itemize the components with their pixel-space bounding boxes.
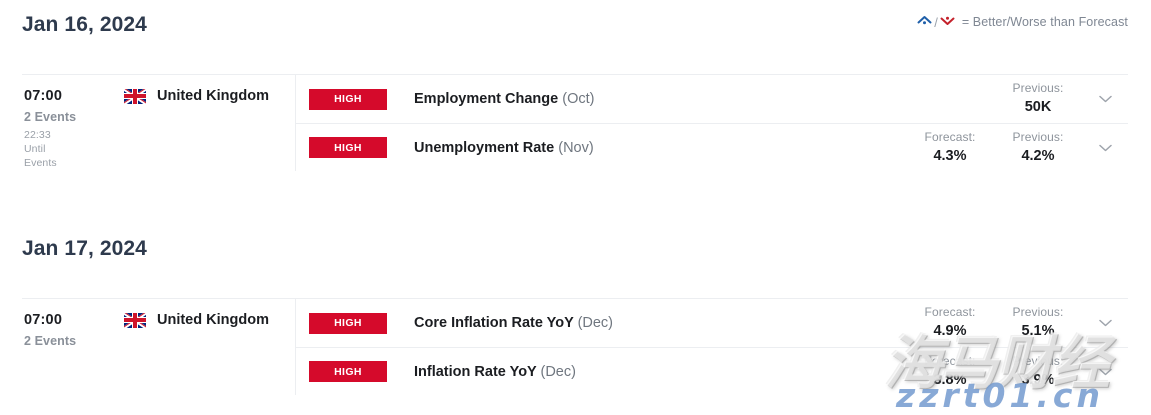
event-period: (Dec) — [540, 363, 576, 380]
previous-stat: Previous: 3.9% — [994, 354, 1082, 389]
countdown-time: 22:33 — [24, 129, 51, 141]
arrow-down-icon — [940, 14, 955, 30]
forecast-label: Forecast: — [924, 353, 976, 368]
event-stats: Forecast: 4.9% Previous: 5.1% — [906, 305, 1082, 340]
event-title: Core Inflation Rate YoY (Dec) — [387, 315, 906, 331]
forecast-label: Forecast: — [924, 305, 976, 320]
impact-badge: HIGH — [309, 361, 387, 382]
event-period: (Nov) — [558, 139, 594, 156]
event-name: Unemployment Rate — [414, 139, 555, 156]
impact-badge: HIGH — [309, 137, 387, 158]
forecast-label: Forecast: — [924, 129, 976, 144]
event-row[interactable]: HIGH Inflation Rate YoY (Dec) Forecast: … — [296, 347, 1128, 395]
forecast-value: 3.8% — [933, 371, 967, 388]
group-time: 07:00 — [24, 312, 63, 328]
forecast-stat: Forecast: 4.9% — [906, 305, 994, 340]
forecast-value: 4.9% — [933, 323, 967, 340]
previous-label: Previous: — [1012, 129, 1064, 144]
chevron-down-icon[interactable] — [1082, 368, 1128, 376]
countdown-block: 22:33 Until Events — [24, 128, 295, 170]
date-header-1: Jan 16, 2024 — [22, 13, 147, 36]
events-count: 2 Events — [24, 110, 77, 124]
previous-value: 3.9% — [1021, 371, 1055, 388]
previous-value: 50K — [1024, 99, 1052, 116]
event-row[interactable]: HIGH Unemployment Rate (Nov) Forecast: 4… — [296, 123, 1128, 171]
event-title: Inflation Rate YoY (Dec) — [387, 364, 906, 380]
event-title: Employment Change (Oct) — [387, 91, 906, 107]
previous-stat: Previous: 5.1% — [994, 305, 1082, 340]
previous-stat: Previous: 4.2% — [994, 130, 1082, 165]
legend-icon-group: / — [917, 14, 955, 30]
event-group-1: 07:00 United Kingdom 2 Events 22:33 Unti… — [22, 74, 1128, 171]
date-header-2: Jan 17, 2024 — [22, 237, 147, 260]
legend-label: = Better/Worse than Forecast — [961, 15, 1128, 29]
event-period: (Oct) — [562, 91, 595, 107]
previous-value: 5.1% — [1021, 323, 1055, 340]
previous-label: Previous: — [1012, 353, 1064, 368]
group-time: 07:00 — [24, 88, 63, 104]
event-stats: Forecast: 4.3% Previous: 4.2% — [906, 130, 1082, 165]
group-meta-2: 07:00 United Kingdom 2 Events — [22, 299, 296, 395]
previous-value: 4.2% — [1021, 147, 1055, 164]
previous-stat: Previous: 50K — [994, 81, 1082, 116]
impact-badge: HIGH — [309, 312, 387, 334]
chevron-down-icon[interactable] — [1082, 144, 1128, 152]
event-stats: Forecast: Previous: 50K — [906, 81, 1082, 116]
event-name: Employment Change — [414, 91, 559, 107]
event-name: Core Inflation Rate YoY — [414, 315, 574, 331]
previous-label: Previous: — [1012, 305, 1064, 320]
impact-badge: HIGH — [309, 88, 387, 110]
events-list-1: HIGH Employment Change (Oct) Forecast: P… — [296, 75, 1128, 171]
event-title: Unemployment Rate (Nov) — [387, 140, 906, 156]
countdown-label-events: Events — [24, 157, 57, 169]
country-name: United Kingdom — [157, 88, 269, 104]
event-name: Inflation Rate YoY — [414, 363, 537, 380]
arrow-up-icon — [917, 14, 932, 30]
event-stats: Forecast: 3.8% Previous: 3.9% — [906, 354, 1082, 389]
chevron-down-icon[interactable] — [1082, 95, 1128, 103]
events-list-2: HIGH Core Inflation Rate YoY (Dec) Forec… — [296, 299, 1128, 395]
previous-label: Previous: — [1012, 81, 1064, 96]
event-group-2: 07:00 United Kingdom 2 Events HIGH Core … — [22, 298, 1128, 395]
forecast-stat: Forecast: 4.3% — [906, 130, 994, 165]
event-row[interactable]: HIGH Employment Change (Oct) Forecast: P… — [296, 75, 1128, 123]
events-count: 2 Events — [24, 334, 77, 348]
country-name: United Kingdom — [157, 312, 269, 328]
forecast-stat: Forecast: 3.8% — [906, 354, 994, 389]
event-period: (Dec) — [577, 315, 614, 331]
legend-separator: / — [934, 14, 938, 30]
countdown-label-until: Until — [24, 143, 46, 155]
uk-flag-icon — [124, 88, 146, 104]
uk-flag-icon — [124, 312, 146, 328]
forecast-value: 4.3% — [933, 147, 967, 164]
chevron-down-icon[interactable] — [1082, 319, 1128, 327]
group-meta-1: 07:00 United Kingdom 2 Events 22:33 Unti… — [22, 75, 296, 171]
forecast-legend: / = Better/Worse than Forecast — [917, 14, 1128, 30]
event-row[interactable]: HIGH Core Inflation Rate YoY (Dec) Forec… — [296, 299, 1128, 347]
